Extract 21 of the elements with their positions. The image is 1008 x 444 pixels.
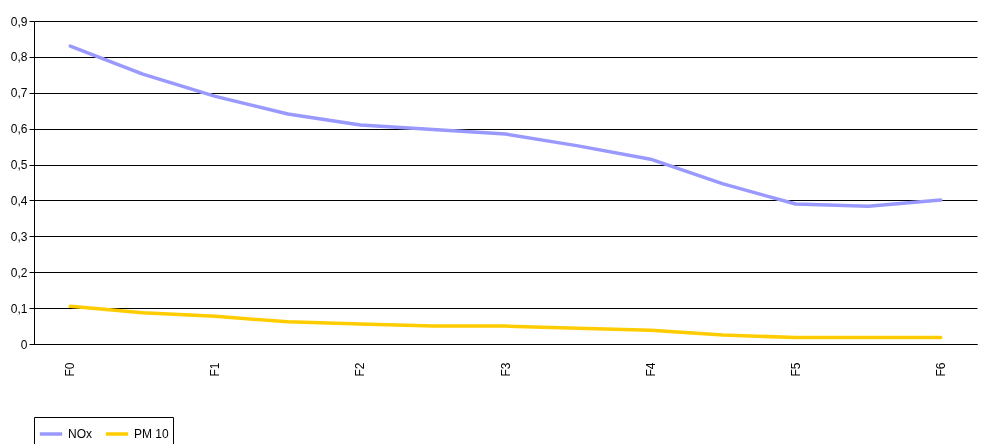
- y-tick-label: 0: [20, 337, 28, 352]
- y-tick-label: 0,4: [10, 193, 28, 208]
- x-tick-label: F4: [643, 362, 658, 377]
- legend-label: PM 10: [134, 427, 170, 441]
- x-tick-label: F0: [63, 362, 78, 377]
- line-series: [68, 304, 943, 340]
- line-series: [68, 44, 943, 208]
- x-tick-label: F1: [208, 362, 223, 377]
- x-tick-label: F6: [933, 362, 948, 377]
- x-tick-label: F3: [498, 362, 513, 377]
- legend-label: NOx: [68, 427, 92, 441]
- y-tick-label: 0,1: [10, 301, 28, 316]
- y-tick-label: 0,7: [10, 86, 28, 101]
- x-tick-label: F5: [788, 362, 803, 377]
- y-tick-label: 0,8: [10, 50, 28, 65]
- x-tick-label: F2: [353, 362, 368, 377]
- y-tick-label: 0,2: [10, 265, 28, 280]
- y-tick-label: 0,6: [10, 122, 28, 137]
- y-tick-label: 0,5: [10, 158, 28, 173]
- y-tick-label: 0,3: [10, 229, 28, 244]
- y-tick-label: 0,9: [10, 14, 28, 29]
